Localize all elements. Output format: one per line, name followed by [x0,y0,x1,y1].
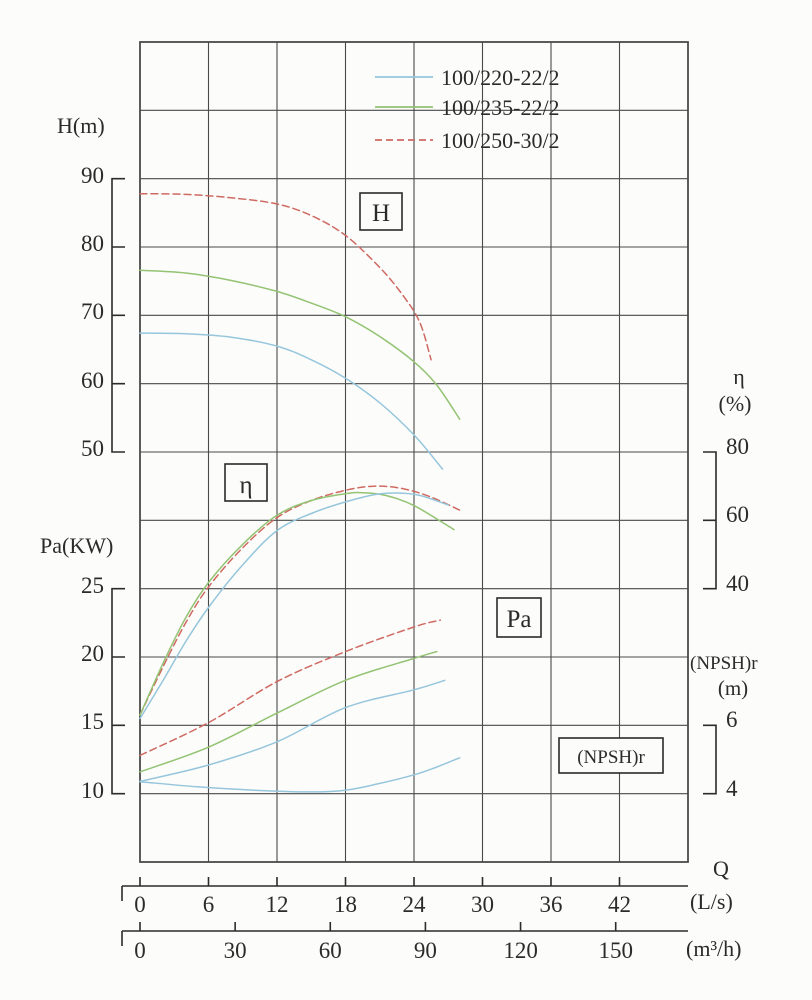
h-tick-90: 90 [81,163,104,188]
ls-tick-18: 18 [334,892,357,917]
curve-eta-100/250-30/2 [139,485,461,716]
h-label: H [372,200,390,227]
npsh-axis-bracket [703,724,717,795]
m3h-tick-30: 30 [224,938,247,963]
pa-label-box [496,597,542,638]
eta-label-box [224,463,268,502]
curve-label-boxes: H η Pa (NPSH)r [224,192,664,774]
h-tick-70: 70 [81,299,104,324]
eta-axis-unit: (%) [719,391,752,416]
pa-label: Pa [507,606,532,633]
eta-tick-60: 60 [726,502,749,527]
eta-tick-40: 40 [726,571,749,596]
curve-Pa-100/235-22/2 [139,650,438,773]
m3h-tick-150: 150 [598,938,633,963]
h-label-box [359,192,403,231]
ls-tick-24: 24 [403,892,427,917]
pa-axis-title: Pa(KW) [40,533,113,558]
curve-NPSH-100/220-22/2 [139,757,461,793]
pa-axis-bracket [111,587,125,795]
npsh-label-box [558,737,664,774]
pa-tick-25: 25 [81,573,104,598]
npsh-tick-6: 6 [726,707,738,732]
ls-tick-12: 12 [266,892,289,917]
m3h-unit: (m³/h) [686,936,741,961]
m3h-tick-90: 90 [414,938,437,963]
npsh-axis-unit: (m) [718,676,748,700]
h-axis-title: H(m) [57,113,105,138]
ls-tick-42: 42 [608,892,631,917]
legend-label-100-235: 100/235-22/2 [441,95,560,120]
eta-label: η [239,472,252,499]
ls-tick-0: 0 [134,892,146,917]
npsh-tick-4: 4 [726,776,738,801]
ls-unit: (L/s) [690,889,733,914]
eta-axis-bracket [703,451,717,590]
eta-axis-title: η [733,364,745,389]
h-axis: H(m) 90 80 70 60 50 [57,113,105,461]
pa-tick-15: 15 [81,709,104,734]
legend: 100/220-22/2 100/235-22/2 100/250-30/2 [375,65,560,153]
pa-tick-20: 20 [81,641,104,666]
legend-label-100-220: 100/220-22/2 [441,65,560,90]
pa-tick-10: 10 [81,778,104,803]
ls-tick-36: 36 [540,892,563,917]
pa-axis: Pa(KW) 25 20 15 10 [40,533,113,803]
plot-border [139,41,689,863]
eta-axis: η (%) 80 60 40 [719,364,752,596]
m3h-tick-0: 0 [134,938,146,963]
curves-layer [139,192,461,793]
curve-eta-100/220-22/2 [139,492,450,720]
curve-H-100/235-22/2 [139,269,461,420]
m3h-tick-60: 60 [319,938,342,963]
grid-layer [139,41,689,863]
h-tick-50: 50 [81,436,104,461]
ls-tick-6: 6 [203,892,215,917]
h-tick-60: 60 [81,368,104,393]
q-axis-ls: Q 0 6 12 18 24 30 36 42 (L/s) [134,856,733,917]
m3h-tick-120: 120 [503,938,538,963]
q-label: Q [713,856,729,881]
curve-Pa-100/250-30/2 [139,619,442,757]
curve-H-100/250-30/2 [139,192,432,361]
h-axis-bracket [111,177,125,453]
axes-layer [111,177,717,946]
curve-Pa-100/220-22/2 [139,679,446,783]
curve-eta-100/235-22/2 [139,491,455,716]
npsh-axis-title: (NPSH)r [690,653,758,674]
curve-H-100/220-22/2 [139,332,444,470]
ls-tick-30: 30 [471,892,494,917]
legend-label-100-250: 100/250-30/2 [441,128,560,153]
npsh-axis: (NPSH)r (m) 6 4 [690,653,758,801]
q-axis-m3h: 0 30 60 90 120 150 (m³/h) [134,936,741,963]
h-tick-80: 80 [81,231,104,256]
npsh-label: (NPSH)r [577,747,645,768]
eta-tick-80: 80 [726,434,749,459]
